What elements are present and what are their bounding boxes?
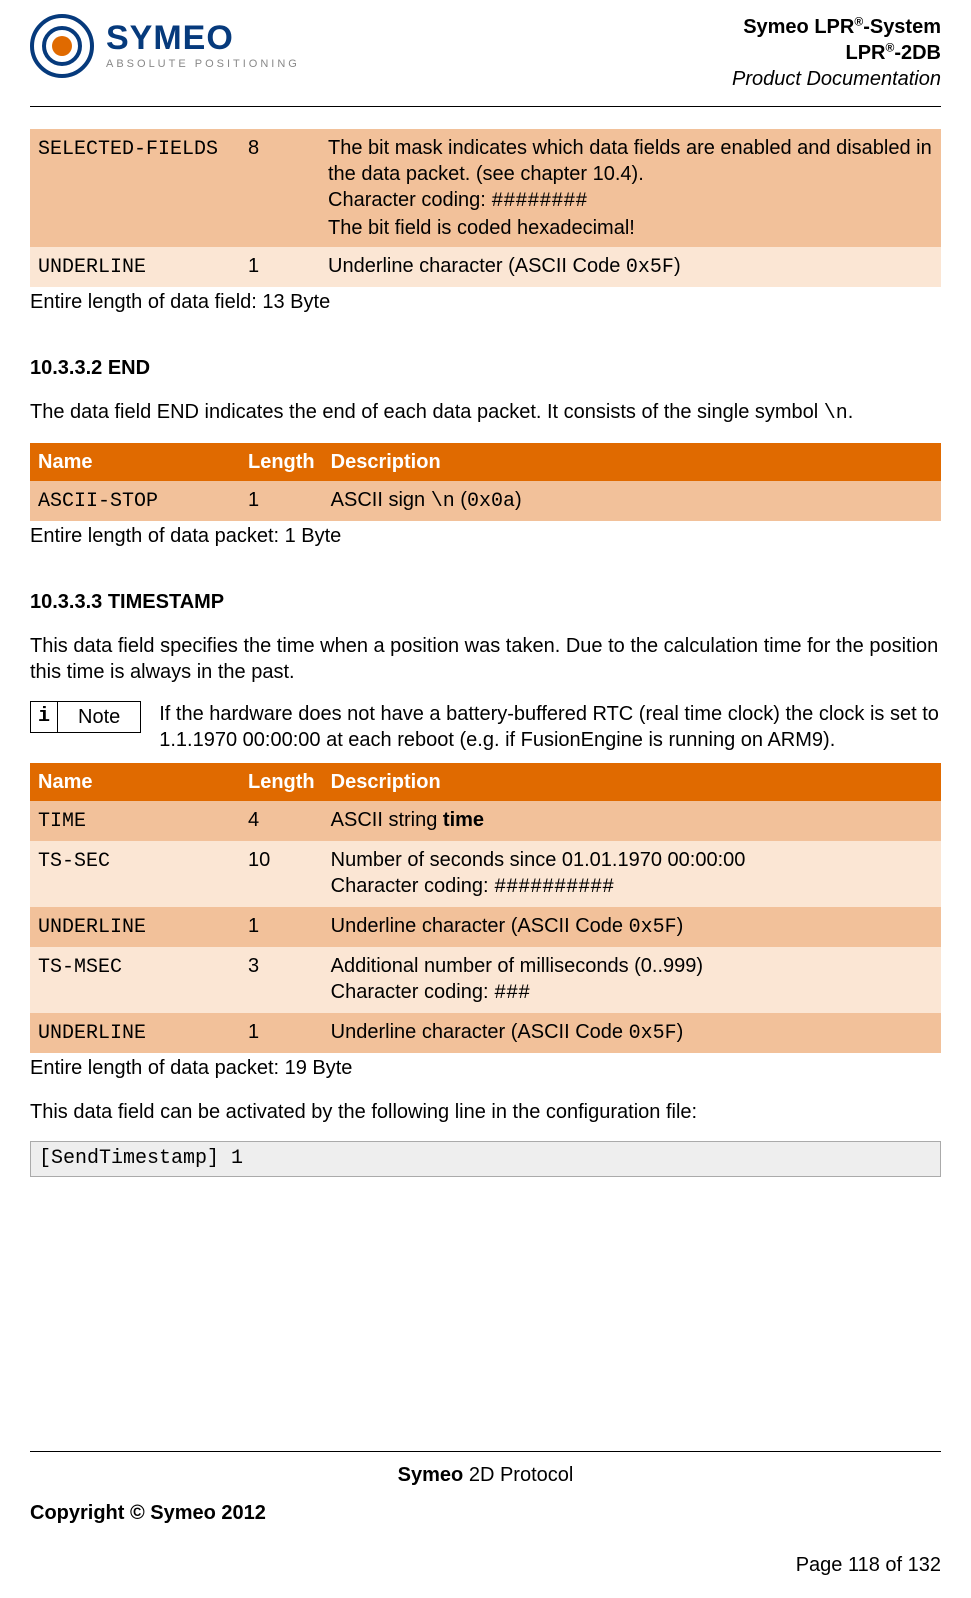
table-caption: Entire length of data packet: 1 Byte [30, 523, 941, 549]
cell-len: 1 [240, 247, 320, 287]
note-badge: i Note [30, 701, 141, 733]
coding-label: Character coding: [328, 189, 491, 211]
cell-desc: Underline character (ASCII Code 0x5F) [323, 1013, 941, 1053]
heading-timestamp: 10.3.3.3 TIMESTAMP [30, 589, 941, 615]
selected-fields-table: SELECTED-FIELDS 8 The bit mask indicates… [30, 129, 941, 287]
table-row: UNDERLINE 1 Underline character (ASCII C… [30, 247, 941, 287]
cell-desc: ASCII string time [323, 801, 941, 841]
logo-name: SYMEO [106, 21, 300, 55]
doc-title: Symeo LPR®-System LPR®-2DB Product Docum… [732, 14, 941, 92]
desc-line: The bit mask indicates which data fields… [328, 135, 933, 187]
cell-name: TS-SEC [38, 850, 110, 873]
page-header: SYMEO ABSOLUTE POSITIONING Symeo LPR®-Sy… [30, 14, 941, 107]
outro-timestamp: This data field can be activated by the … [30, 1099, 941, 1125]
cell-desc: The bit mask indicates which data fields… [320, 129, 941, 247]
cell-len: 1 [240, 481, 323, 521]
table-row: TIME 4 ASCII string time [30, 801, 941, 841]
th-name: Name [30, 763, 240, 801]
cell-len: 3 [240, 947, 323, 1013]
intro-end: The data field END indicates the end of … [30, 399, 941, 427]
note-block: i Note If the hardware does not have a b… [30, 701, 941, 753]
footer-page-number: Page 118 of 132 [30, 1552, 941, 1578]
footer-center: Symeo 2D Protocol [30, 1462, 941, 1488]
th-desc: Description [323, 443, 941, 481]
registered-icon: ® [854, 14, 863, 28]
th-length: Length [240, 763, 323, 801]
cell-len: 4 [240, 801, 323, 841]
cell-name: TS-MSEC [38, 956, 122, 979]
cell-name: UNDERLINE [38, 916, 146, 939]
table-row: TS-SEC 10 Number of seconds since 01.01.… [30, 841, 941, 907]
cell-desc: Number of seconds since 01.01.1970 00:00… [323, 841, 941, 907]
table-header-row: Name Length Description [30, 443, 941, 481]
end-table: Name Length Description ASCII-STOP 1 ASC… [30, 443, 941, 521]
doc-title-2b: -2DB [894, 42, 941, 64]
intro-timestamp: This data field specifies the time when … [30, 633, 941, 685]
table-row: ASCII-STOP 1 ASCII sign \n (0x0a) [30, 481, 941, 521]
cell-name: SELECTED-FIELDS [38, 138, 218, 161]
table-row: SELECTED-FIELDS 8 The bit mask indicates… [30, 129, 941, 247]
doc-title-2a: LPR [845, 42, 885, 64]
config-line: [SendTimestamp] 1 [30, 1141, 941, 1177]
cell-desc: Underline character (ASCII Code 0x5F) [323, 907, 941, 947]
cell-len: 8 [240, 129, 320, 247]
th-desc: Description [323, 763, 941, 801]
registered-icon: ® [885, 40, 894, 54]
heading-end: 10.3.3.2 END [30, 355, 941, 381]
table-caption: Entire length of data field: 13 Byte [30, 289, 941, 315]
cell-name: UNDERLINE [38, 256, 146, 279]
logo-mark-icon [30, 14, 94, 78]
footer-copyright: Copyright © Symeo 2012 [30, 1500, 266, 1526]
cell-desc: Underline character (ASCII Code 0x5F) [320, 247, 941, 287]
cell-desc: Additional number of milliseconds (0..99… [323, 947, 941, 1013]
doc-title-3: Product Documentation [732, 66, 941, 92]
th-length: Length [240, 443, 323, 481]
doc-title-1a: Symeo LPR [743, 16, 854, 38]
table-caption: Entire length of data packet: 19 Byte [30, 1055, 941, 1081]
info-icon: i [31, 702, 58, 732]
table-row: UNDERLINE 1 Underline character (ASCII C… [30, 907, 941, 947]
cell-len: 10 [240, 841, 323, 907]
doc-title-1b: -System [863, 16, 941, 38]
note-label: Note [58, 704, 140, 730]
cell-name: ASCII-STOP [38, 490, 158, 513]
logo: SYMEO ABSOLUTE POSITIONING [30, 14, 300, 78]
cell-name: TIME [38, 810, 86, 833]
note-text: If the hardware does not have a battery-… [159, 701, 941, 753]
cell-name: UNDERLINE [38, 1022, 146, 1045]
cell-desc: ASCII sign \n (0x0a) [323, 481, 941, 521]
page-footer: Symeo 2D Protocol Copyright © Symeo 2012… [30, 1451, 941, 1578]
table-row: TS-MSEC 3 Additional number of milliseco… [30, 947, 941, 1013]
table-header-row: Name Length Description [30, 763, 941, 801]
table-row: UNDERLINE 1 Underline character (ASCII C… [30, 1013, 941, 1053]
timestamp-table: Name Length Description TIME 4 ASCII str… [30, 763, 941, 1053]
th-name: Name [30, 443, 240, 481]
cell-len: 1 [240, 1013, 323, 1053]
logo-tagline: ABSOLUTE POSITIONING [106, 57, 300, 71]
coding-val: ######## [491, 190, 587, 213]
cell-len: 1 [240, 907, 323, 947]
desc-extra: The bit field is coded hexadecimal! [328, 215, 933, 241]
